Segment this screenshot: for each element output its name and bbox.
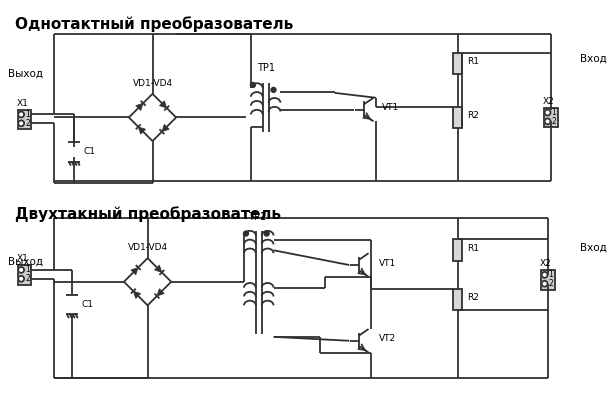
Bar xyxy=(453,289,462,310)
Circle shape xyxy=(18,120,24,126)
Polygon shape xyxy=(138,127,146,134)
Text: 1: 1 xyxy=(548,270,553,279)
Text: TP1: TP1 xyxy=(248,212,266,222)
Text: R1: R1 xyxy=(467,244,479,253)
Text: X2: X2 xyxy=(543,97,555,106)
Bar xyxy=(453,240,462,261)
Text: VT1: VT1 xyxy=(382,103,399,112)
Text: VT1: VT1 xyxy=(379,259,396,268)
Bar xyxy=(18,110,32,129)
Polygon shape xyxy=(157,289,164,296)
Bar xyxy=(544,108,558,127)
Circle shape xyxy=(545,118,550,125)
Text: X1: X1 xyxy=(16,254,29,263)
Circle shape xyxy=(264,231,269,236)
Circle shape xyxy=(243,231,248,236)
Polygon shape xyxy=(159,101,167,108)
Text: Вход: Вход xyxy=(581,242,607,252)
Bar xyxy=(18,265,32,285)
Text: VD1-VD4: VD1-VD4 xyxy=(132,79,173,88)
Text: 1: 1 xyxy=(551,108,556,117)
Polygon shape xyxy=(134,291,141,298)
Text: Выход: Выход xyxy=(8,257,43,267)
Circle shape xyxy=(18,111,24,118)
Bar xyxy=(541,270,555,290)
Text: 2: 2 xyxy=(548,279,553,288)
Text: 2: 2 xyxy=(551,117,556,126)
Text: X1: X1 xyxy=(16,99,29,108)
Polygon shape xyxy=(131,268,138,275)
Text: Выход: Выход xyxy=(8,68,43,78)
Polygon shape xyxy=(162,125,169,132)
Circle shape xyxy=(18,276,24,282)
Text: X2: X2 xyxy=(540,259,552,268)
Text: VT2: VT2 xyxy=(379,334,396,343)
Circle shape xyxy=(18,267,24,273)
Text: C1: C1 xyxy=(84,148,96,156)
Circle shape xyxy=(545,110,550,115)
Text: R2: R2 xyxy=(467,293,479,302)
Bar xyxy=(453,53,462,74)
Circle shape xyxy=(542,272,548,278)
Text: C1: C1 xyxy=(82,300,94,309)
Text: VD1-VD4: VD1-VD4 xyxy=(127,243,168,252)
Text: R1: R1 xyxy=(467,57,479,66)
Text: TP1: TP1 xyxy=(257,63,274,73)
Text: R2: R2 xyxy=(467,111,479,120)
Text: Однотактный преобразователь: Однотактный преобразователь xyxy=(15,16,293,32)
Circle shape xyxy=(271,88,276,92)
Polygon shape xyxy=(154,265,162,272)
Text: 2: 2 xyxy=(25,274,30,283)
Text: 2: 2 xyxy=(25,119,30,128)
Circle shape xyxy=(250,83,256,88)
Polygon shape xyxy=(136,103,143,111)
Text: Двухтакный преобразователь: Двухтакный преобразователь xyxy=(15,206,281,222)
Circle shape xyxy=(542,281,548,286)
Bar xyxy=(453,106,462,128)
Text: 1: 1 xyxy=(25,266,30,275)
Text: 1: 1 xyxy=(25,110,30,119)
Text: Вход: Вход xyxy=(581,53,607,63)
